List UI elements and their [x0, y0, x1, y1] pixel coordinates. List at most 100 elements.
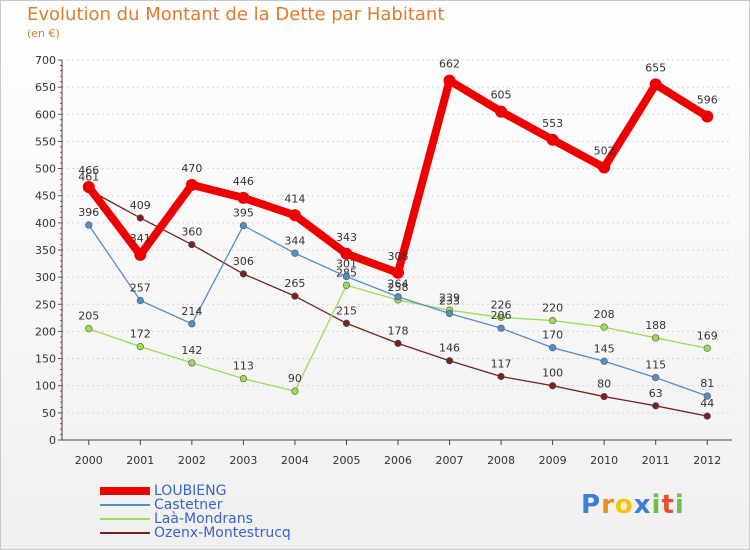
data-label: 178 — [388, 324, 409, 337]
data-label: 344 — [284, 234, 305, 247]
data-point — [652, 402, 660, 410]
x-tick-label: 2000 — [75, 454, 103, 467]
legend-swatch-loubieng — [100, 487, 150, 495]
data-label: 188 — [645, 319, 666, 332]
data-label: 308 — [388, 250, 409, 263]
data-point — [136, 296, 144, 305]
data-point — [394, 293, 402, 301]
y-tick-label: 600 — [35, 108, 56, 121]
data-label: 258 — [388, 281, 409, 294]
data-label: 63 — [649, 387, 663, 400]
data-point — [85, 325, 93, 333]
data-label: 206 — [491, 309, 512, 322]
data-point — [85, 221, 93, 229]
data-point — [703, 344, 711, 352]
x-tick-label: 2010 — [590, 454, 618, 467]
y-tick-label: 0 — [49, 434, 56, 447]
data-label: 446 — [233, 175, 254, 188]
data-label: 343 — [336, 231, 357, 244]
data-label: 208 — [594, 308, 615, 321]
x-tick-label: 2011 — [642, 454, 670, 467]
data-point — [342, 319, 351, 327]
data-label: 233 — [439, 295, 460, 308]
data-point — [188, 359, 196, 367]
y-tick-label: 50 — [42, 407, 56, 420]
y-tick-label: 300 — [35, 271, 56, 284]
chart-title: Evolution du Montant de la Dette par Hab… — [27, 4, 445, 25]
data-label: 145 — [594, 342, 615, 355]
data-point — [497, 324, 505, 332]
series-line-loubieng — [84, 76, 712, 277]
data-point — [392, 266, 404, 279]
data-label: 461 — [78, 171, 99, 184]
data-point — [549, 382, 557, 390]
y-tick-label: 400 — [35, 217, 56, 230]
data-label: 306 — [233, 255, 254, 268]
data-label: 172 — [130, 328, 151, 341]
data-point — [649, 78, 662, 91]
data-label: 264 — [388, 278, 409, 291]
data-label: 117 — [491, 357, 512, 370]
data-label: 81 — [700, 377, 714, 390]
data-label: 265 — [284, 277, 305, 290]
data-label: 257 — [130, 281, 151, 294]
data-point — [239, 270, 247, 278]
data-label: 146 — [439, 342, 460, 355]
data-point — [701, 110, 714, 123]
data-label: 220 — [542, 302, 563, 315]
x-tick-label: 2004 — [281, 454, 309, 467]
y-tick-label: 250 — [35, 298, 56, 311]
proxiti-logo: Proxiti — [581, 490, 685, 520]
data-label: 662 — [439, 58, 460, 71]
data-point — [703, 412, 711, 420]
data-point — [495, 105, 508, 118]
data-label: 239 — [439, 291, 460, 304]
data-point — [598, 161, 611, 174]
data-label: 90 — [288, 372, 302, 385]
data-point — [185, 178, 198, 191]
legend-label: Castetner — [154, 497, 223, 513]
data-label: 115 — [645, 359, 666, 372]
x-tick-label: 2003 — [229, 454, 257, 467]
data-point — [188, 240, 196, 249]
data-label: 502 — [594, 144, 615, 157]
data-point — [136, 214, 144, 222]
x-tick-label: 2012 — [693, 454, 721, 467]
data-label: 44 — [700, 397, 714, 410]
data-label: 142 — [181, 344, 202, 357]
data-label: 285 — [336, 266, 357, 279]
chart-subtitle: (en €) — [27, 27, 60, 40]
data-label: 396 — [78, 206, 99, 219]
data-point — [652, 334, 660, 342]
data-label: 414 — [284, 192, 305, 205]
data-label: 169 — [697, 329, 718, 342]
legend-swatch-castetner — [100, 504, 150, 506]
data-label: 360 — [181, 226, 202, 239]
data-point — [134, 248, 147, 261]
y-tick-label: 200 — [35, 325, 56, 338]
data-label: 113 — [233, 360, 254, 373]
data-point — [291, 292, 299, 300]
data-point — [497, 313, 505, 321]
y-tick-label: 450 — [35, 190, 56, 203]
data-point — [394, 339, 402, 347]
data-label: 170 — [542, 329, 563, 342]
data-point — [600, 357, 608, 365]
data-point — [445, 357, 454, 365]
data-point — [342, 273, 351, 281]
data-label: 470 — [181, 162, 202, 175]
data-label: 80 — [597, 378, 611, 391]
data-point — [291, 387, 299, 395]
data-point — [546, 133, 559, 146]
data-label: 409 — [130, 199, 151, 212]
data-point — [443, 74, 456, 87]
data-point — [600, 392, 608, 401]
x-tick-label: 2008 — [487, 454, 515, 467]
data-point — [239, 375, 247, 383]
x-tick-label: 2009 — [539, 454, 567, 467]
data-point — [239, 221, 247, 230]
data-label: 341 — [130, 232, 151, 245]
x-tick-label: 2007 — [436, 454, 464, 467]
y-tick-label: 500 — [35, 163, 56, 176]
